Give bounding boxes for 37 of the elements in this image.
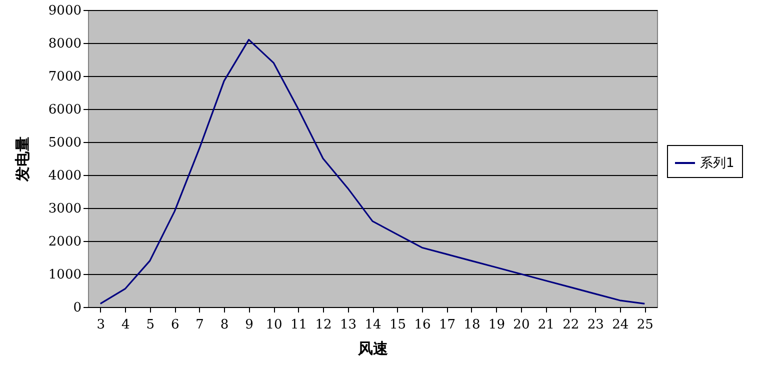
- x-axis-title: 风速: [357, 340, 389, 358]
- y-tick-label: 6000: [48, 102, 82, 118]
- x-tick-label: 6: [170, 318, 180, 332]
- x-tick-label: 9: [245, 318, 254, 332]
- y-axis-title: 发电量: [13, 136, 32, 182]
- line-series: [100, 38, 646, 304]
- x-tick-label: 12: [315, 318, 332, 332]
- x-tick-label: 14: [364, 318, 382, 332]
- x-tick-label: 11: [290, 318, 308, 332]
- x-tick-label: 17: [438, 318, 456, 332]
- x-tick-label: 23: [587, 318, 604, 332]
- y-tick-label: 5000: [48, 136, 82, 150]
- y-tick-label: 9000: [48, 4, 82, 18]
- x-tick-label: 19: [488, 318, 505, 332]
- x-tick-label: 8: [220, 318, 229, 332]
- x-tick-label: 24: [612, 318, 629, 332]
- y-tick-label: 2000: [48, 234, 82, 250]
- x-tick-label: 16: [414, 318, 431, 332]
- y-tick-label: 4000: [48, 168, 82, 184]
- y-tick-label: 1000: [48, 268, 82, 282]
- x-tick-label: 22: [562, 318, 580, 332]
- y-tick-label: 0: [73, 300, 82, 316]
- x-tick-label: 18: [464, 318, 480, 332]
- x-tick-label: 21: [538, 318, 554, 332]
- x-tick-label: 20: [513, 318, 530, 332]
- x-tick-label: 3: [96, 318, 106, 332]
- x-tick-label: 7: [196, 318, 204, 332]
- x-tick-label: 5: [146, 318, 154, 332]
- legend-label: 系列1: [700, 156, 734, 171]
- x-tick-label: 4: [121, 318, 130, 332]
- x-tick-label: 13: [340, 318, 357, 332]
- x-tick-label: 10: [266, 318, 282, 332]
- x-tick-label: 15: [389, 318, 406, 332]
- y-tick-label: 7000: [48, 70, 82, 84]
- y-tick-label: 3000: [48, 202, 82, 216]
- y-tick-label: 8000: [48, 36, 82, 52]
- x-tick-label: 25: [636, 318, 654, 332]
